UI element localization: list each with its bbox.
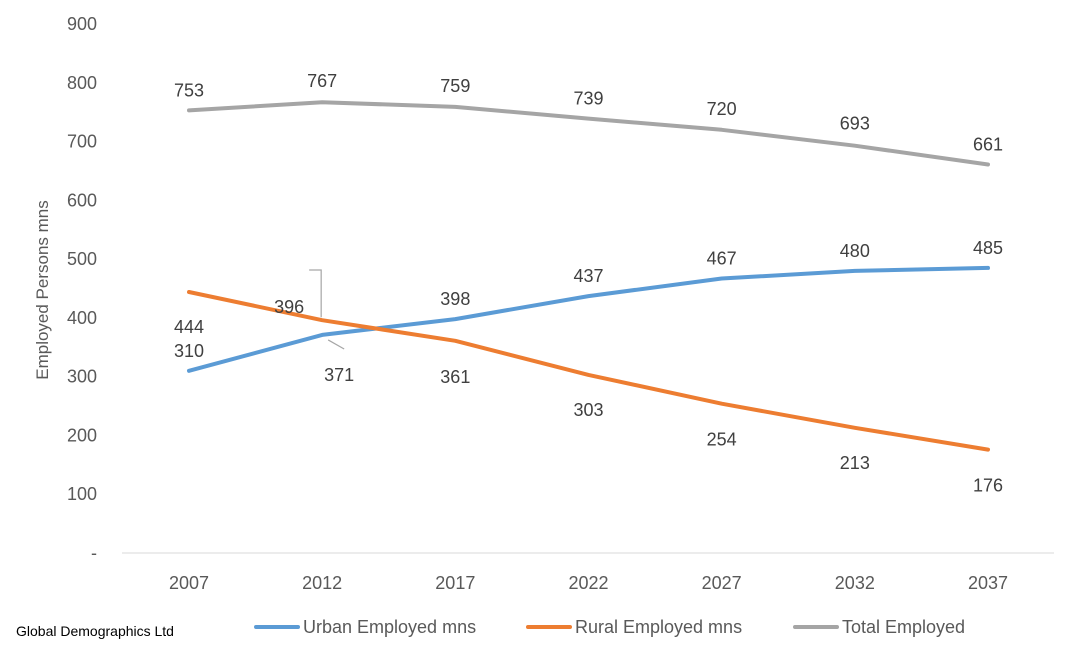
urban-data-label: 310 [174, 341, 204, 361]
urban-2012-leader-line [327, 339, 345, 350]
x-tick-label: 2037 [968, 573, 1008, 593]
series-lines [187, 100, 990, 452]
x-tick-label: 2022 [568, 573, 608, 593]
y-tick-label: 900 [67, 14, 97, 34]
rural-legend-label: Rural Employed mns [575, 617, 742, 637]
urban-data-label: 467 [707, 249, 737, 269]
total-data-label: 693 [840, 114, 870, 134]
rural-2012-leader-line [309, 269, 322, 318]
y-axis-ticks: - 100 200 300 400 500 600 700 800 900 [67, 14, 97, 563]
x-tick-label: 2012 [302, 573, 342, 593]
total-data-label: 753 [174, 80, 204, 100]
total-data-label: 739 [573, 89, 603, 109]
rural-data-label: 213 [840, 453, 870, 473]
y-tick-label: 500 [67, 249, 97, 269]
y-tick-label: 800 [67, 73, 97, 93]
rural-data-label: 396 [274, 297, 304, 317]
total-legend-label: Total Employed [842, 617, 965, 637]
total-data-label: 767 [307, 71, 337, 91]
y-tick-label: 700 [67, 132, 97, 152]
total-data-label: 720 [707, 99, 737, 119]
total-data-label: 759 [440, 76, 470, 96]
total-data-label: 661 [973, 134, 1003, 154]
rural-data-label: 361 [440, 367, 470, 387]
legend: Urban Employed mns Rural Employed mns Tota… [254, 617, 965, 637]
urban-data-label: 437 [573, 266, 603, 286]
urban-data-label: 371 [324, 365, 354, 385]
rural-data-label: 176 [973, 476, 1003, 496]
y-tick-label: - [91, 543, 97, 563]
x-tick-label: 2032 [835, 573, 875, 593]
total-series-line [187, 100, 990, 167]
data-labels: 310 371 398 437 467 480 485 444 396 361 303 254 213 1… [174, 71, 1003, 495]
y-tick-label: 200 [67, 425, 97, 445]
urban-data-label: 398 [440, 289, 470, 309]
rural-data-label: 444 [174, 317, 204, 337]
rural-data-label: 303 [573, 400, 603, 420]
x-tick-label: 2017 [435, 573, 475, 593]
rural-series-line [187, 290, 990, 452]
urban-data-label: 485 [973, 238, 1003, 258]
x-tick-label: 2007 [169, 573, 209, 593]
y-tick-label: 600 [67, 190, 97, 210]
y-tick-label: 400 [67, 308, 97, 328]
label-leader-lines [309, 269, 345, 350]
source-note: Global Demographics Ltd [16, 623, 174, 639]
urban-series-line [187, 265, 990, 373]
y-axis-title: Employed Persons mns [33, 200, 52, 380]
rural-data-label: 254 [707, 430, 737, 450]
x-tick-label: 2027 [702, 573, 742, 593]
y-tick-label: 100 [67, 484, 97, 504]
urban-legend-label: Urban Employed mns [303, 617, 476, 637]
y-tick-label: 300 [67, 367, 97, 387]
urban-data-label: 480 [840, 241, 870, 261]
x-axis-ticks: 2007 2012 2017 2022 2027 2032 2037 [169, 573, 1008, 593]
